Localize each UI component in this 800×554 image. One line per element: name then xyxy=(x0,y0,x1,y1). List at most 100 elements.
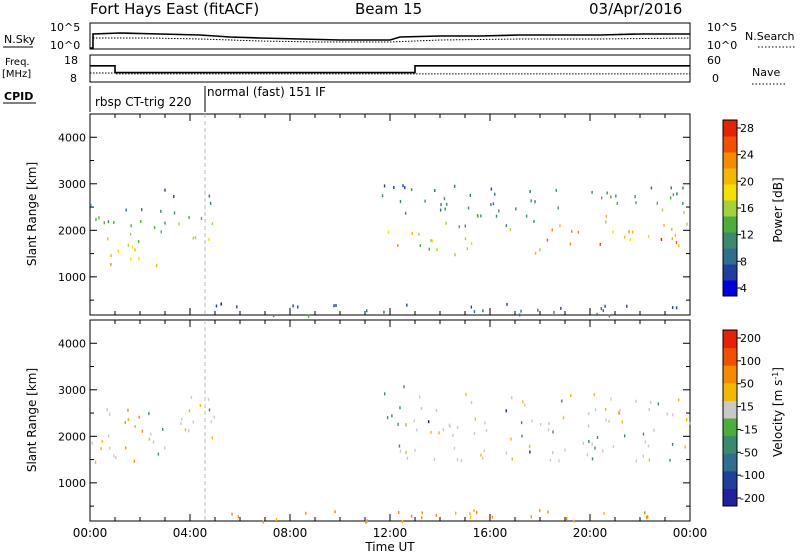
power-cell xyxy=(411,232,413,236)
velocity-cell xyxy=(644,440,647,444)
colorbar-swatch xyxy=(723,488,737,507)
colorbar-tick-label: -50 xyxy=(740,446,758,459)
velocity-colorbar: 200 100 50 15 -15 -50 -100 -200 xyxy=(722,329,765,507)
power-cell xyxy=(173,195,175,199)
y-tick-label: 1000 xyxy=(58,271,86,284)
velocity-cell xyxy=(125,446,127,450)
velocity-cell xyxy=(430,430,432,434)
power-cell xyxy=(490,187,493,191)
power-cell xyxy=(686,222,688,226)
velocity-cell xyxy=(428,420,430,424)
power-cell xyxy=(599,242,601,246)
velocity-cell xyxy=(603,512,605,516)
velocity-cell xyxy=(621,420,623,424)
power-cell xyxy=(458,225,460,229)
power-cell xyxy=(557,206,559,210)
colorbar-swatch xyxy=(723,120,737,137)
velocity-cell xyxy=(646,515,649,519)
power-cell xyxy=(605,220,607,224)
velocity-cell xyxy=(635,459,638,463)
power-cell xyxy=(467,206,470,210)
power-cell xyxy=(555,188,558,192)
power-cell xyxy=(616,201,619,205)
velocity-cell xyxy=(115,456,117,460)
velocity-cell xyxy=(520,421,523,425)
power-cell xyxy=(650,186,653,190)
x-tick-label: 00:00 xyxy=(673,526,708,540)
colorbar-tick-label: 28 xyxy=(740,122,754,135)
nave-line xyxy=(90,72,690,75)
velocity-cell xyxy=(465,392,467,396)
velocity-cell xyxy=(141,429,144,433)
power-cell xyxy=(674,233,677,237)
power-cell xyxy=(482,309,484,313)
power-cell xyxy=(410,188,413,192)
velocity-cell xyxy=(164,446,166,450)
colorbar-swatch xyxy=(723,280,737,297)
frequency-step-trace xyxy=(90,65,690,74)
colorbar-tick-label: 12 xyxy=(740,229,754,242)
velocity-cell xyxy=(564,448,566,452)
frequency-line xyxy=(90,65,690,74)
velocity-cell xyxy=(416,428,418,432)
velocity-cell xyxy=(528,444,531,448)
velocity-cell xyxy=(688,421,691,425)
colorbar-swatch xyxy=(723,400,737,419)
power-cell xyxy=(440,203,442,207)
power-cell xyxy=(628,230,630,234)
x-tick-label: 00:00 xyxy=(73,526,108,540)
nsearch-tick-top: 10^5 xyxy=(707,21,737,34)
velocity-cell xyxy=(366,519,368,523)
velocity-cell xyxy=(588,412,590,416)
velocity-cell xyxy=(685,417,688,421)
colorbar-swatch xyxy=(723,330,737,349)
date-title: 03/Apr/2016 xyxy=(589,0,682,18)
velocity-cell xyxy=(618,411,620,415)
velocity-cell xyxy=(530,515,532,519)
power-cell xyxy=(608,314,611,318)
velocity-cell xyxy=(677,398,680,402)
velocity-cell xyxy=(442,428,445,432)
velocity-cell xyxy=(657,402,660,406)
velocity-cell xyxy=(594,446,596,450)
power-cell xyxy=(110,263,112,267)
velocity-cell xyxy=(548,421,550,425)
velocity-cell xyxy=(552,430,554,434)
power-cell xyxy=(404,211,407,215)
velocity-cell xyxy=(210,420,213,424)
power-cell xyxy=(670,186,672,190)
power-cell xyxy=(404,186,406,190)
velocity-cell xyxy=(593,393,595,397)
nave-label: Nave xyxy=(752,66,780,79)
velocity-cell xyxy=(456,426,459,430)
power-cell xyxy=(506,302,508,306)
velocity-cell xyxy=(522,400,524,404)
power-cell xyxy=(629,238,632,242)
velocity-cell xyxy=(549,458,552,462)
power-cell xyxy=(518,313,521,317)
colorbar-swatch xyxy=(723,470,737,489)
power-cell xyxy=(107,237,109,241)
velocity-cell xyxy=(666,412,668,416)
velocity-cell xyxy=(207,397,210,401)
power-cell xyxy=(515,207,517,211)
velocity-cell xyxy=(610,397,612,401)
power-cell xyxy=(631,230,634,234)
velocity-cell xyxy=(648,408,650,412)
power-ylabel: Slant Range [km] xyxy=(25,162,39,266)
power-cell xyxy=(610,195,612,199)
velocity-cell xyxy=(608,419,610,423)
velocity-cell xyxy=(405,451,407,455)
velocity-cell xyxy=(484,421,486,425)
power-cell xyxy=(129,232,132,236)
velocity-cell xyxy=(397,422,399,426)
velocity-cell xyxy=(211,436,213,440)
velocity-cell xyxy=(391,414,393,418)
velocity-cell xyxy=(410,514,413,518)
velocity-cell xyxy=(109,446,111,450)
power-cell xyxy=(307,314,310,318)
velocity-cell xyxy=(511,396,513,400)
velocity-cell xyxy=(365,520,367,524)
velocity-cell xyxy=(454,511,457,515)
power-cell xyxy=(683,211,685,215)
